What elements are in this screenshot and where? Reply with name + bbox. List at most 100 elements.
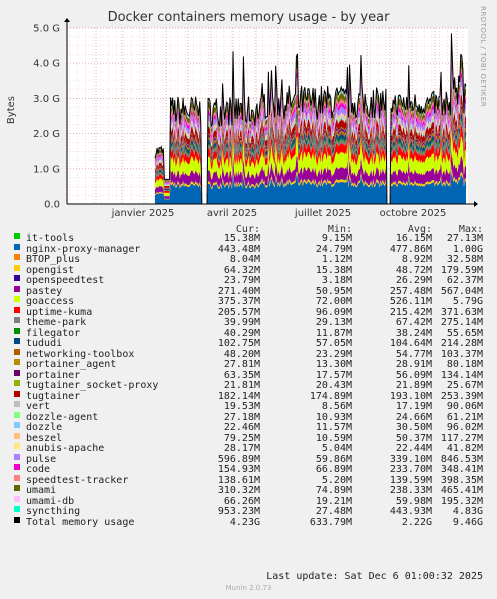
- legend-avg: 2.22G: [401, 516, 432, 528]
- legend-name: theme-park: [26, 317, 87, 328]
- legend-cur: 28.17M: [223, 443, 260, 454]
- legend-name: networking-toolbox: [26, 348, 135, 360]
- legend-swatch: [14, 327, 20, 334]
- legend-cur: 40.29M: [223, 327, 260, 339]
- legend-avg: 67.42M: [395, 317, 432, 328]
- legend-avg: 24.66M: [395, 411, 432, 423]
- legend-avg: 139.59M: [389, 474, 432, 486]
- legend-swatch: [14, 401, 20, 407]
- legend-max: 27.13M: [446, 233, 483, 244]
- legend-max: 9.46G: [452, 516, 483, 528]
- legend-min: 13.30M: [315, 359, 352, 370]
- series-area-pastey: [155, 149, 466, 204]
- legend-row: speedtest-tracker 138.61M 5.20M 139.59M 398.…: [0, 474, 497, 487]
- legend-cur: 138.61M: [217, 474, 260, 486]
- legend-cur: 182.14M: [217, 390, 260, 402]
- legend-avg: 21.89M: [395, 380, 432, 391]
- legend-row: syncthing 953.23M 27.48M 443.93M 4.83G: [0, 506, 497, 518]
- legend-name: nginx-proxy-manager: [26, 243, 141, 255]
- legend-min: 10.93M: [315, 411, 352, 423]
- legend-name: dozzle: [26, 422, 63, 433]
- series-area-tududi: [155, 100, 466, 204]
- legend-swatch: [14, 275, 20, 281]
- legend-name: umami: [26, 485, 57, 496]
- legend-swatch: [14, 516, 20, 523]
- legend-min: 8.56M: [321, 401, 352, 412]
- legend-min: 23.29M: [315, 348, 352, 360]
- legend-min: 633.79M: [309, 516, 352, 528]
- legend-row: dozzle 22.46M 11.57M 30.50M 96.02M: [0, 422, 497, 434]
- legend-row: uptime-kuma 205.57M 96.09M 215.42M 371.63M: [0, 306, 497, 319]
- legend-row: it-tools 15.38M 9.15M 16.15M 27.13M: [0, 233, 497, 245]
- legend-swatch: [14, 485, 20, 491]
- legend-min: 11.57M: [315, 422, 352, 433]
- legend-min: 10.59M: [315, 432, 352, 444]
- x-tick-labels: janvier 2025 avril 2025 juillet 2025 octobr…: [111, 208, 447, 219]
- legend-name: BTOP_plus: [26, 254, 81, 265]
- header-avg: Avg:: [407, 224, 432, 235]
- legend-row: anubis-apache 28.17M 5.04M 22.44M 41.82M: [0, 443, 497, 455]
- series-area-theme-park: [155, 109, 466, 204]
- legend-min: 72.00M: [315, 296, 352, 307]
- legend-avg: 56.09M: [395, 369, 432, 381]
- legend-avg: 17.19M: [395, 401, 432, 412]
- legend-avg: 526.11M: [389, 296, 432, 307]
- legend-swatch: [14, 380, 20, 386]
- legend-min: 27.48M: [315, 506, 352, 517]
- legend-swatch: [14, 254, 20, 260]
- legend-min: 19.21M: [315, 495, 352, 507]
- legend-name: beszel: [26, 432, 63, 444]
- legend-avg: 443.93M: [389, 506, 432, 517]
- y-tick-label: 0.0: [44, 200, 60, 211]
- legend-row: dozzle-agent 27.18M 10.93M 24.66M 61.21M: [0, 411, 497, 424]
- legend-min: 3.18M: [321, 275, 352, 286]
- legend-swatch: [14, 233, 20, 239]
- legend-swatch: [14, 317, 20, 323]
- axes: [64, 18, 478, 207]
- y-tick-label: 5.0 G: [33, 24, 60, 35]
- legend-row: pulse 596.89M 59.86M 339.10M 846.53M: [0, 453, 497, 466]
- x-axis-arrow: [474, 201, 478, 207]
- legend-avg: 54.77M: [395, 348, 432, 360]
- legend-max: 62.37M: [446, 275, 483, 286]
- legend-avg: 26.29M: [395, 275, 432, 286]
- legend-avg: 193.10M: [389, 390, 432, 402]
- legend-max: 61.21M: [446, 411, 483, 423]
- y-tick-label: 3.0 G: [33, 94, 60, 105]
- legend-cur: 21.81M: [223, 380, 260, 391]
- legend-swatch: [14, 369, 20, 376]
- x-tick-label: octobre 2025: [380, 208, 447, 219]
- legend-max: 25.67M: [446, 380, 483, 391]
- header-cur: Cur:: [235, 224, 260, 235]
- legend-min: 96.09M: [315, 306, 352, 318]
- legend-min: 20.43M: [315, 380, 352, 391]
- legend-name: opengist: [26, 264, 75, 276]
- legend-name: portainer: [26, 369, 81, 381]
- legend-avg: 48.72M: [395, 264, 432, 276]
- legend-cur: 48.20M: [223, 348, 260, 360]
- legend-swatch: [14, 390, 20, 397]
- legend-max: 5.79G: [452, 296, 483, 307]
- legend-min: 66.89M: [315, 464, 352, 475]
- legend-max: 253.39M: [440, 390, 483, 402]
- legend-name: anubis-apache: [26, 443, 105, 454]
- legend-name: code: [26, 464, 51, 475]
- legend-row: umami 310.32M 74.89M 238.33M 465.41M: [0, 485, 497, 497]
- legend-cur: 310.32M: [217, 485, 260, 496]
- legend-cur: 596.89M: [217, 453, 260, 465]
- legend-name: tugtainer: [26, 390, 81, 402]
- legend-avg: 30.50M: [395, 422, 432, 433]
- legend-name: pulse: [26, 453, 57, 465]
- chart-title: Docker containers memory usage - by year: [107, 10, 390, 25]
- y-tick-labels: 0.0 1.0 G 2.0 G 3.0 G 4.0 G 5.0 G: [33, 24, 60, 211]
- legend-name: pastey: [26, 285, 63, 297]
- legend-swatch: [14, 453, 20, 460]
- legend-min: 50.95M: [315, 285, 352, 297]
- legend-max: 96.02M: [446, 422, 483, 433]
- legend-min: 9.15M: [321, 233, 352, 244]
- legend-max: 275.14M: [440, 317, 483, 328]
- legend-row: tugtainer 182.14M 174.89M 193.10M 253.39M: [0, 390, 497, 403]
- series-area-uptime-kuma: [155, 114, 466, 204]
- legend-row: BTOP_plus 8.04M 1.12M 8.92M 32.58M: [0, 254, 497, 266]
- legend-name: speedtest-tracker: [26, 474, 129, 486]
